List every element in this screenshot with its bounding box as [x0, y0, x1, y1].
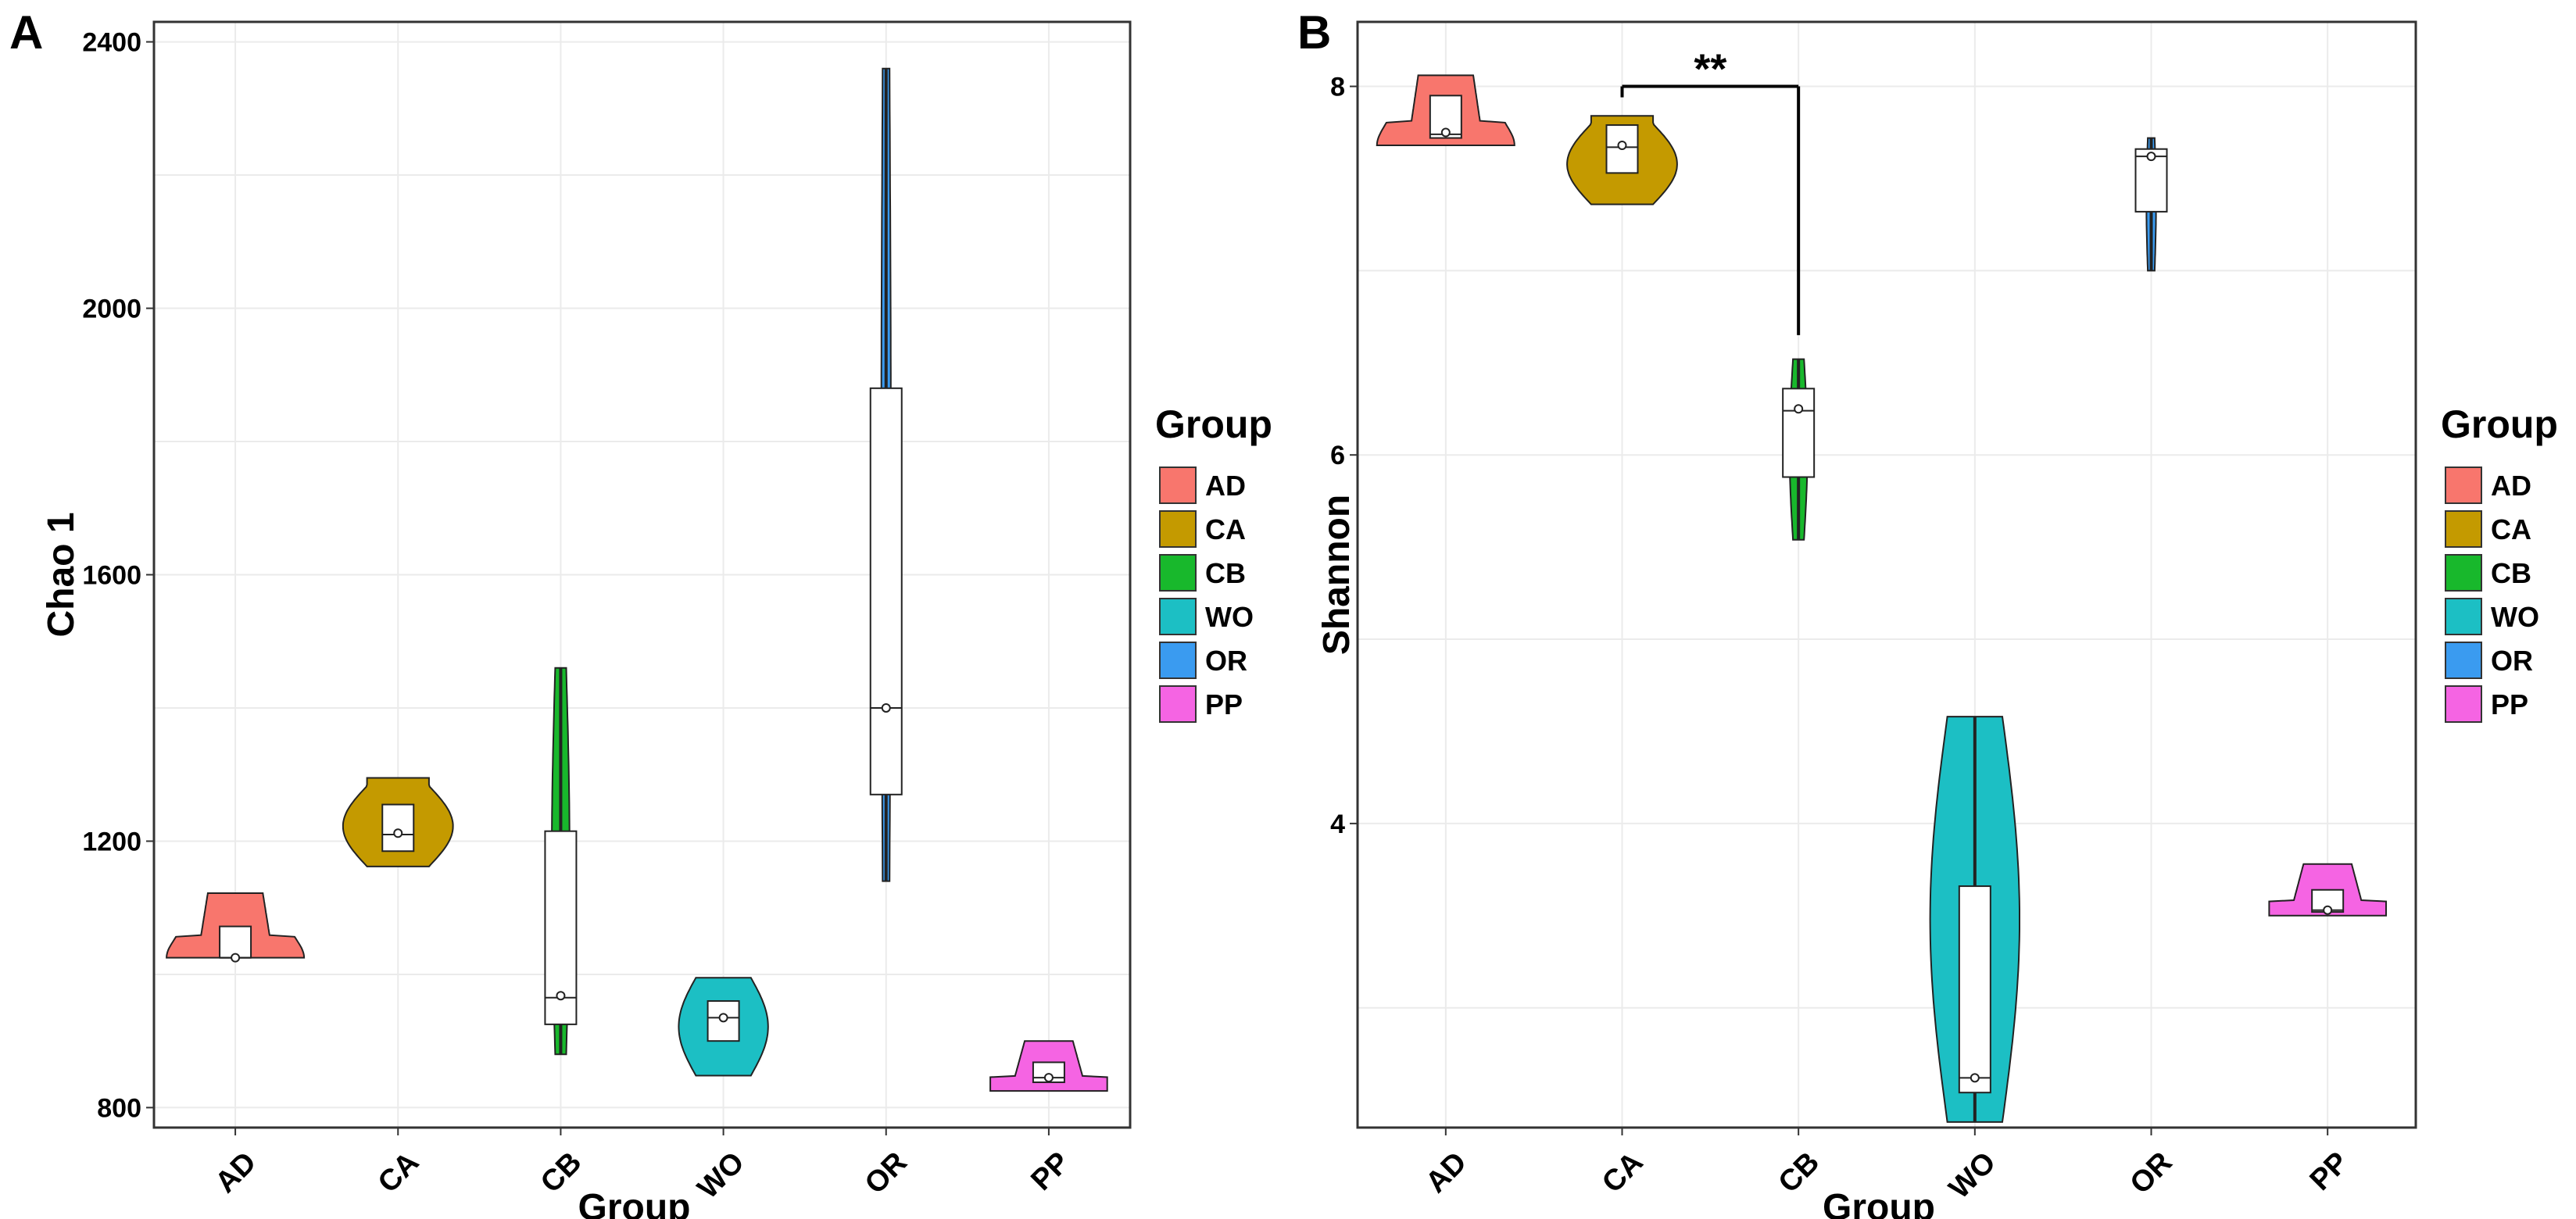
legend-swatch-pp	[1159, 685, 1197, 723]
legend-swatch-ca	[2445, 510, 2482, 548]
legend-label-ad: AD	[2491, 470, 2531, 502]
legend-swatch-cb	[1159, 554, 1197, 592]
panel-a: A 800 1200 1600 2000 2400 AD CA CB WO OR PP Group Cha…	[9, 6, 1272, 1219]
legend-label-ad: AD	[1205, 470, 1246, 502]
box-or	[869, 387, 903, 795]
mean-point-ad	[231, 953, 241, 963]
legend-label-wo: WO	[1205, 601, 1254, 633]
plot-background	[1358, 22, 2416, 1128]
legend-swatch-or	[2445, 642, 2482, 679]
plot-border	[1356, 20, 2417, 1129]
x-tick-label: AD	[209, 1146, 263, 1199]
box-ad	[219, 925, 252, 959]
y-tick-label: 4	[1330, 810, 1345, 839]
legend-swatch-or	[1159, 642, 1197, 679]
mean-point-or	[2146, 152, 2156, 162]
legend-swatch-ad	[2445, 467, 2482, 504]
box-cb	[1782, 388, 1816, 478]
x-tick-label: WO	[1943, 1146, 2002, 1205]
legend-swatch-ad	[1159, 467, 1197, 504]
mean-point-wo	[1970, 1073, 1980, 1083]
mean-point-pp	[2323, 905, 2333, 915]
plot-border	[152, 20, 1132, 1129]
y-axis-title: Shannon	[1316, 495, 1358, 655]
legend-label-cb: CB	[2491, 557, 2531, 589]
legend-label-or: OR	[1205, 645, 1247, 677]
box-wo	[1958, 885, 1991, 1094]
legend-label-pp: PP	[1205, 688, 1243, 720]
y-tick-label: 1600	[82, 561, 141, 591]
y-tick-label: 2400	[82, 28, 141, 58]
legend-title: Group	[2441, 402, 2558, 446]
x-tick-label: CA	[372, 1146, 426, 1199]
x-tick-label: CA	[1596, 1146, 1650, 1199]
mean-point-ad	[1440, 127, 1451, 138]
panel-b: B 4 6 8 AD CA CB WO OR PP ** Group Shannon Group AD CA C…	[1297, 6, 2558, 1219]
mean-point-pp	[1043, 1073, 1054, 1083]
legend-swatch-wo	[1159, 598, 1197, 635]
box-ca	[381, 803, 415, 853]
panel-letter: A	[9, 6, 43, 59]
x-axis-title: Group	[578, 1187, 691, 1219]
y-tick-label: 2000	[82, 295, 141, 324]
y-tick-label: 1200	[82, 827, 141, 856]
legend-label-cb: CB	[1205, 557, 1246, 589]
x-tick-label: OR	[2124, 1146, 2179, 1200]
x-tick-label: CB	[1773, 1146, 1826, 1199]
x-tick-label: PP	[2304, 1146, 2356, 1197]
legend-label-wo: WO	[2491, 601, 2539, 633]
x-tick-label: WO	[692, 1146, 751, 1205]
legend-swatch-cb	[2445, 554, 2482, 592]
legend-swatch-pp	[2445, 685, 2482, 723]
y-axis-title: Chao 1	[41, 512, 82, 637]
sig-label: **	[1694, 46, 1726, 93]
x-tick-label: PP	[1025, 1146, 1076, 1197]
legend-label-or: OR	[2491, 645, 2533, 677]
legend-label-pp: PP	[2491, 688, 2528, 720]
legend-swatch-wo	[2445, 598, 2482, 635]
legend-title: Group	[1155, 402, 1272, 446]
y-tick-label: 6	[1330, 441, 1345, 470]
legend-swatch-ca	[1159, 510, 1197, 548]
violin-ad	[166, 892, 306, 959]
mean-point-ca	[1617, 141, 1627, 151]
mean-point-ca	[393, 828, 403, 838]
x-axis-title: Group	[1823, 1187, 1935, 1219]
y-tick-label: 8	[1330, 73, 1345, 102]
x-tick-label: OR	[859, 1146, 914, 1200]
legend-label-ca: CA	[1205, 513, 1246, 545]
mean-point-cb	[1794, 404, 1804, 414]
mean-point-wo	[718, 1013, 728, 1023]
legend-label-ca: CA	[2491, 513, 2531, 545]
mean-point-cb	[556, 991, 566, 1001]
panel-letter: B	[1297, 6, 1331, 59]
y-tick-label: 800	[97, 1093, 141, 1123]
mean-point-or	[881, 702, 891, 713]
x-tick-label: AD	[1419, 1146, 1473, 1199]
